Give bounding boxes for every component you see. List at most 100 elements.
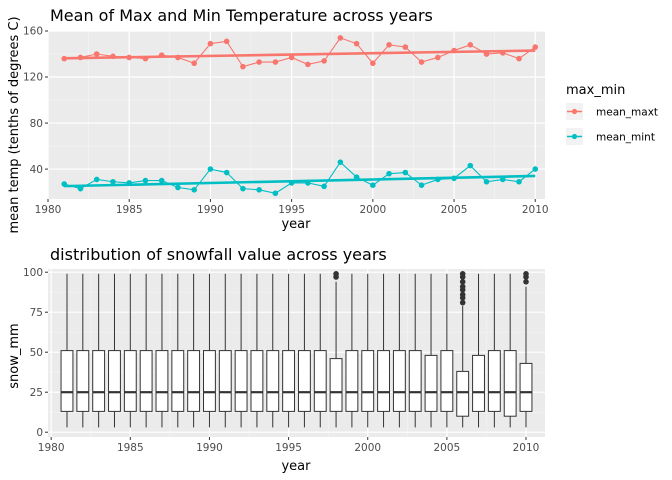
snowfall-boxes xyxy=(60,271,533,428)
snowfall-x-tick-label-2005: 2005 xyxy=(433,442,460,454)
box-1993 xyxy=(250,273,264,428)
box-body-2005 xyxy=(440,350,454,412)
box-body-2002 xyxy=(392,350,406,412)
snowfall-x-tick-label-1990: 1990 xyxy=(196,442,223,454)
data-point-mean-maxt-1990 xyxy=(207,40,214,47)
snowfall-y-tick-label-75: 75 xyxy=(30,307,43,319)
data-point-mean-maxt-1994 xyxy=(272,59,279,65)
box-1985 xyxy=(123,273,137,428)
temperature-x-axis-title: year xyxy=(281,217,311,232)
temperature-x-tick-label-2000: 2000 xyxy=(359,204,386,216)
data-point-mean-maxt-1993 xyxy=(256,59,262,65)
outlier-2006-4 xyxy=(459,283,466,290)
temperature-x-ticks: 1980 1985 1990 1995 2000 2005 2010 xyxy=(35,199,549,216)
temperature-y-tick-label-120: 120 xyxy=(23,72,43,84)
data-point-mean-mint-2009 xyxy=(516,178,522,185)
data-point-mean-mint-1995 xyxy=(288,180,295,186)
snowfall-y-ticks: 0 25 50 75 100 xyxy=(23,267,48,439)
data-point-mean-mint-2007 xyxy=(483,178,490,185)
outlier-2006-0 xyxy=(459,299,466,306)
snowfall-x-tick-label-2010: 2010 xyxy=(513,442,540,454)
temperature-series xyxy=(61,35,539,197)
data-point-mean-maxt-2007 xyxy=(483,51,490,57)
snowfall-x-tick-label-1980: 1980 xyxy=(38,442,65,454)
snowfall-y-tick-label-0: 0 xyxy=(36,427,43,439)
data-point-mean-mint-1983 xyxy=(93,176,100,183)
data-point-mean-maxt-2005 xyxy=(451,47,457,54)
temperature-y-ticks: 40 80 120 160 xyxy=(23,26,48,176)
data-point-mean-mint-1994 xyxy=(272,190,279,197)
temperature-x-tick-label-1985: 1985 xyxy=(116,204,143,216)
temperature-chart-title: Mean of Max and Min Temperature across y… xyxy=(50,6,433,25)
data-point-mean-maxt-1987 xyxy=(158,52,165,58)
data-point-mean-maxt-1983 xyxy=(93,51,100,57)
box-body-1995 xyxy=(282,350,296,412)
temperature-panel: Mean of Max and Min Temperature across y… xyxy=(7,6,549,234)
temperature-y-tick-label-160: 160 xyxy=(23,26,43,38)
data-point-mean-mint-1997 xyxy=(321,183,327,190)
snowfall-x-tick-label-2000: 2000 xyxy=(354,442,381,454)
snowfall-x-tick-label-1985: 1985 xyxy=(117,442,144,454)
box-1996 xyxy=(297,273,311,428)
outlier-2010-2 xyxy=(523,271,529,277)
snowfall-y-tick-label-25: 25 xyxy=(30,387,43,399)
data-point-mean-mint-1991 xyxy=(223,169,230,176)
box-1991 xyxy=(218,273,232,428)
box-body-2003 xyxy=(408,350,422,412)
data-point-mean-maxt-1988 xyxy=(175,54,181,61)
temperature-y-tick-label-80: 80 xyxy=(30,118,43,130)
data-point-mean-maxt-1986 xyxy=(142,55,149,62)
data-point-mean-mint-1989 xyxy=(191,186,197,193)
data-point-mean-maxt-1982 xyxy=(77,54,84,61)
temperature-x-tick-label-1990: 1990 xyxy=(197,204,224,216)
box-body-2001 xyxy=(377,350,390,412)
box-body-2008 xyxy=(487,350,501,412)
data-point-mean-maxt-2003 xyxy=(418,59,425,65)
box-body-2009 xyxy=(503,350,517,417)
box-body-1998 xyxy=(329,358,343,412)
data-point-mean-mint-2010 xyxy=(532,166,539,172)
box-body-1999 xyxy=(345,350,359,412)
snowfall-x-ticks: 1980 1985 1990 1995 2000 2005 2010 xyxy=(38,437,540,454)
temperature-x-tick-label-2010: 2010 xyxy=(522,204,549,216)
box-2003 xyxy=(408,273,422,428)
data-point-mean-maxt-1997 xyxy=(321,58,327,64)
legend-label-mean-mint: mean_mint xyxy=(596,132,655,144)
box-1999 xyxy=(345,273,359,428)
legend-title: max_min xyxy=(566,83,625,98)
box-body-1981 xyxy=(60,350,74,412)
box-body-1994 xyxy=(266,350,280,412)
data-point-mean-mint-1996 xyxy=(305,180,311,186)
box-2007 xyxy=(472,273,485,428)
data-point-mean-maxt-2009 xyxy=(516,55,522,62)
temperature-y-tick-label-40: 40 xyxy=(30,164,43,176)
box-body-1993 xyxy=(250,350,264,412)
snowfall-y-tick-label-50: 50 xyxy=(30,347,43,359)
data-point-mean-mint-1984 xyxy=(110,178,116,185)
data-point-mean-maxt-1998 xyxy=(337,35,344,41)
snowfall-y-tick-label-100: 100 xyxy=(23,267,43,279)
data-point-mean-mint-1986 xyxy=(142,177,149,184)
data-point-mean-mint-1981 xyxy=(61,181,68,187)
temperature-x-tick-label-1995: 1995 xyxy=(278,204,305,216)
data-point-mean-mint-1998 xyxy=(337,159,344,165)
box-2008 xyxy=(487,273,501,428)
outlier-2006-2 xyxy=(459,291,466,298)
data-point-mean-maxt-2004 xyxy=(435,54,441,61)
trend-line-mean-maxt xyxy=(64,49,536,60)
data-point-mean-mint-2008 xyxy=(499,176,506,183)
box-body-2010 xyxy=(519,362,533,412)
box-body-1991 xyxy=(218,350,232,412)
box-1988 xyxy=(171,273,185,428)
box-2006 xyxy=(456,271,470,428)
box-1998 xyxy=(329,271,343,428)
box-1994 xyxy=(266,273,280,428)
legend-key-point-mean-mint xyxy=(571,133,578,140)
box-1995 xyxy=(282,273,296,428)
box-body-1984 xyxy=(108,350,121,412)
box-body-2007 xyxy=(472,354,485,412)
data-point-mean-mint-1985 xyxy=(126,180,133,186)
temperature-y-axis-title: mean temp (tenths of degrees C) xyxy=(7,16,22,233)
box-body-1989 xyxy=(187,350,201,412)
temperature-x-tick-label-1980: 1980 xyxy=(35,204,62,216)
